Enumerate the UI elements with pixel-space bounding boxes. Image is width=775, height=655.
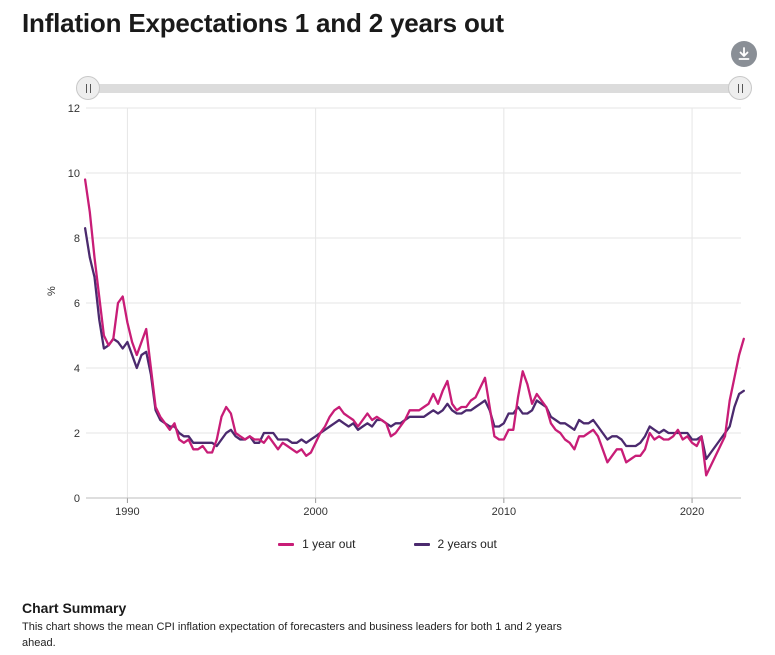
y-tick-label: 0 xyxy=(74,493,80,505)
download-button[interactable] xyxy=(731,41,757,67)
y-tick-label: 2 xyxy=(74,428,80,440)
x-tick-label: 2010 xyxy=(492,506,516,518)
chart-legend: 1 year out 2 years out xyxy=(0,537,775,551)
grip-icon xyxy=(737,83,743,93)
series-line-2-years-out xyxy=(83,227,745,461)
range-slider-end-handle[interactable] xyxy=(728,76,752,100)
legend-swatch-1-year xyxy=(278,542,295,546)
y-tick-label: 12 xyxy=(68,103,80,115)
x-tick-label: 2020 xyxy=(680,506,704,518)
y-axis-label: % xyxy=(46,286,58,296)
y-tick-label: 4 xyxy=(74,363,80,375)
legend-item-1-year[interactable]: 1 year out xyxy=(278,537,356,551)
legend-label-1-year: 1 year out xyxy=(302,537,356,551)
y-tick-label: 10 xyxy=(68,168,80,180)
download-icon xyxy=(738,47,750,60)
legend-label-2-years: 2 years out xyxy=(437,537,497,551)
x-tick-label: 1990 xyxy=(115,506,139,518)
legend-item-2-years[interactable]: 2 years out xyxy=(413,537,497,551)
chart-summary: Chart Summary This chart shows the mean … xyxy=(22,600,592,651)
range-slider-start-handle[interactable] xyxy=(76,76,100,100)
summary-heading: Chart Summary xyxy=(22,600,127,616)
series-line-1-year-out xyxy=(83,178,745,477)
line-chart: 0 2 4 6 8 10 12 1990 2000 2010 2020 xyxy=(68,103,745,518)
range-slider-track[interactable] xyxy=(84,84,744,93)
grip-icon xyxy=(85,83,91,93)
x-tick-label: 2000 xyxy=(303,506,327,518)
y-tick-label: 8 xyxy=(74,233,80,245)
legend-swatch-2-years xyxy=(413,542,430,546)
summary-text: This chart shows the mean CPI inflation … xyxy=(22,621,562,649)
y-tick-label: 6 xyxy=(74,298,80,310)
chart-title: Inflation Expectations 1 and 2 years out xyxy=(22,8,504,38)
